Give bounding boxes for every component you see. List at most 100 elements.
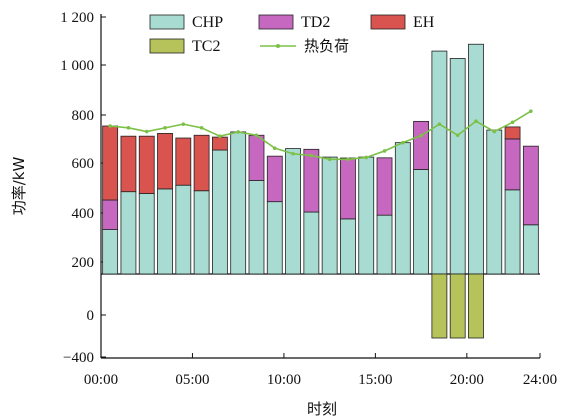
y-tick-label: 400 [72,206,95,222]
heat-load-point [144,129,149,134]
x-tick-label: 00:00 [84,372,118,388]
chp-bar [340,218,356,275]
x-tick-label: 15:00 [358,372,392,388]
td2-bar [340,157,356,220]
heat-load-point [474,119,478,123]
tc2-bar [468,273,484,339]
y-tick-label: 0 [87,308,95,324]
chp-bar [102,229,119,275]
eh-bar [211,136,228,151]
heat-load-point [327,157,332,162]
heat-load-series [108,109,533,162]
legend: CHP TD2 EH TC2 热负荷 [149,14,435,55]
x-tick-label: 10:00 [267,372,301,388]
x-tick-label: 05:00 [175,372,209,388]
chp-bar [138,193,155,275]
td2-bar [376,157,393,216]
chp-bar [211,149,228,275]
heat-load-point [254,133,259,138]
chp-bar [486,129,503,275]
heat-load-point [382,149,387,153]
chp-bar [522,224,539,275]
chp-bar [120,191,137,275]
eh-bar [138,135,155,194]
chp-bar [157,188,173,275]
chp-bar [449,58,466,275]
heat-load-point [419,133,423,138]
eh-bar [504,126,521,140]
x-axis-title: 时刻 [307,400,337,418]
chp-bar [358,156,375,275]
legend-swatch [149,14,185,30]
heat-load-point [181,122,186,126]
heat-load-point [272,146,277,150]
chp-bar [266,201,283,275]
td2-bar [413,120,430,170]
eh-bar [193,134,210,192]
eh-bar [120,135,137,193]
heat-load-point [108,124,112,128]
legend-label: CHP [192,14,223,31]
chp-bar [303,211,320,275]
chp-bar [468,43,484,275]
heat-load-point [126,126,131,130]
heat-load-line [110,110,532,161]
axis-labels: 时刻 功率/kW [10,157,337,418]
legend-label: EH [413,14,435,31]
heat-load-point [163,126,167,130]
y-tick-label: 1 000 [60,58,94,74]
legend-swatch [370,14,406,30]
chp-bar [504,189,521,275]
chp-bar [175,184,192,275]
eh-bar [175,137,192,186]
legend-swatch [149,38,185,54]
bars-layer [102,43,539,339]
heat-load-point [455,133,460,138]
heat-load-point [346,157,350,162]
heat-load-point [309,153,314,158]
td2-bar [303,148,320,213]
axes: 1 200 1 000 800 600 400 200 0 −400 00:00 05:00 10:… [60,10,557,388]
x-tick-label: 24:00 [523,372,557,388]
chp-bar [394,142,411,275]
legend-label: TD2 [301,14,330,31]
chp-bar [321,156,338,275]
y-tick-label: 800 [72,108,95,124]
td2-bar [522,145,539,226]
y-tick-label: −400 [63,350,94,366]
heat-load-point [364,155,369,160]
heat-load-point [218,134,222,138]
td2-bar [102,199,119,231]
td2-bar [266,155,283,203]
td2-bar [248,134,265,181]
chp-bar [376,214,393,275]
legend-point-swatch [276,44,280,48]
y-axis-title: 功率/kW [10,157,28,216]
eh-bar [157,132,173,190]
chp-bar [193,190,210,275]
chp-bar [230,131,247,275]
tc2-bar [449,273,466,339]
heat-load-point [437,122,442,126]
y-tick-label: 1 200 [60,10,94,26]
heat-load-point [401,140,405,145]
chp-bar [413,169,430,275]
y-tick-label: 600 [72,156,95,172]
heat-load-point [236,130,240,134]
heat-load-point [492,129,497,134]
eh-bar [102,125,119,201]
y-tick-label: 200 [72,255,95,271]
heat-load-point [291,151,295,156]
heat-load-point [199,126,204,130]
legend-label: TC2 [192,38,220,55]
heat-load-point [510,120,515,125]
chp-bar [285,148,301,275]
chp-bar [431,50,448,275]
legend-label: 热负荷 [304,37,349,55]
heat-load-point [529,109,533,113]
td2-bar [504,138,521,191]
chp-bar [248,180,265,275]
tc2-bar [431,273,448,339]
legend-swatch [258,14,294,30]
